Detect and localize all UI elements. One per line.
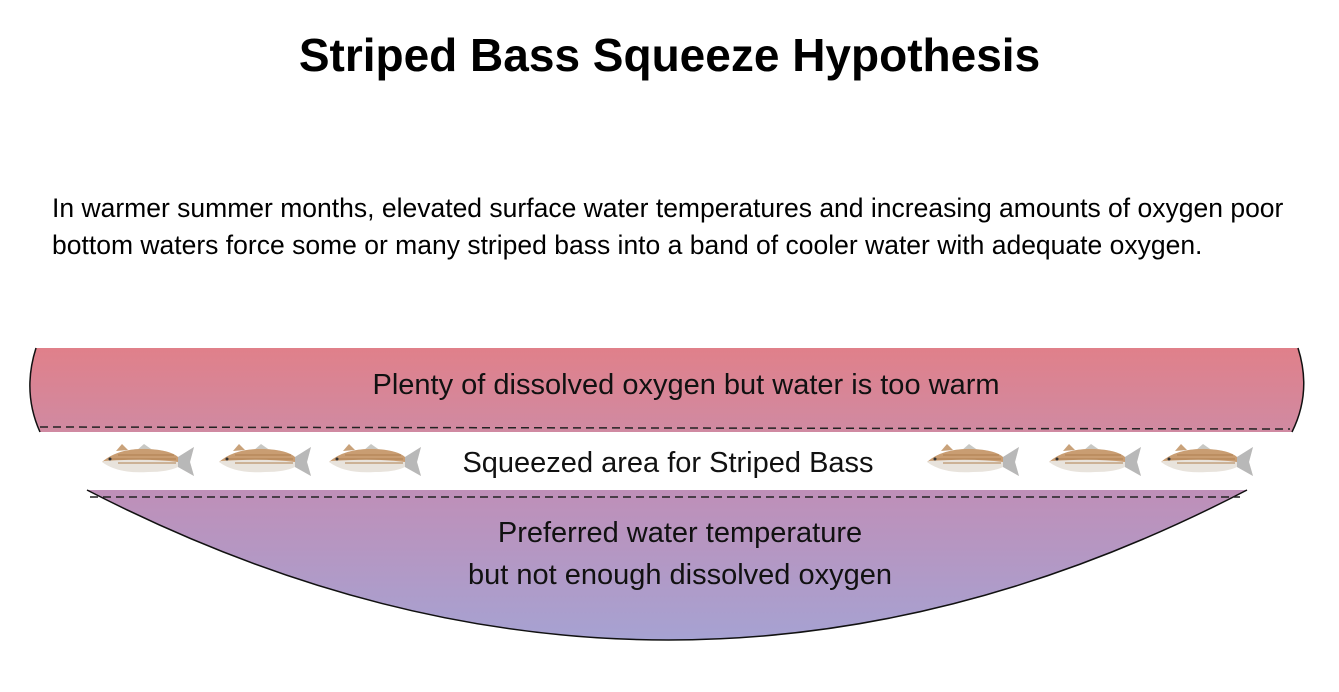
striped-bass-icon [926,443,1020,477]
striped-bass-icon [218,443,312,477]
bottom-layer-label-line2: but not enough dissolved oxygen [468,559,892,591]
striped-bass-icon [328,443,422,477]
page-title: Striped Bass Squeeze Hypothesis [298,29,1041,81]
striped-bass-icon [1160,443,1254,477]
bottom-outline [86,489,1248,641]
squeeze-layer-label: Squeezed area for Striped Bass [462,447,873,479]
warm-surface-layer [29,348,1304,432]
intro-text: In warmer summer months, elevated surfac… [52,193,1284,260]
striped-bass-icon [101,443,195,477]
warm-layer-label: Plenty of dissolved oxygen but water is … [372,369,999,401]
layer-outline-left [29,347,41,433]
upper-boundary-line [39,426,1291,430]
striped-bass-icon [1048,443,1142,477]
layer-outline-right [1291,347,1305,433]
bottom-layer-label-line1: Preferred water temperature [498,517,862,549]
